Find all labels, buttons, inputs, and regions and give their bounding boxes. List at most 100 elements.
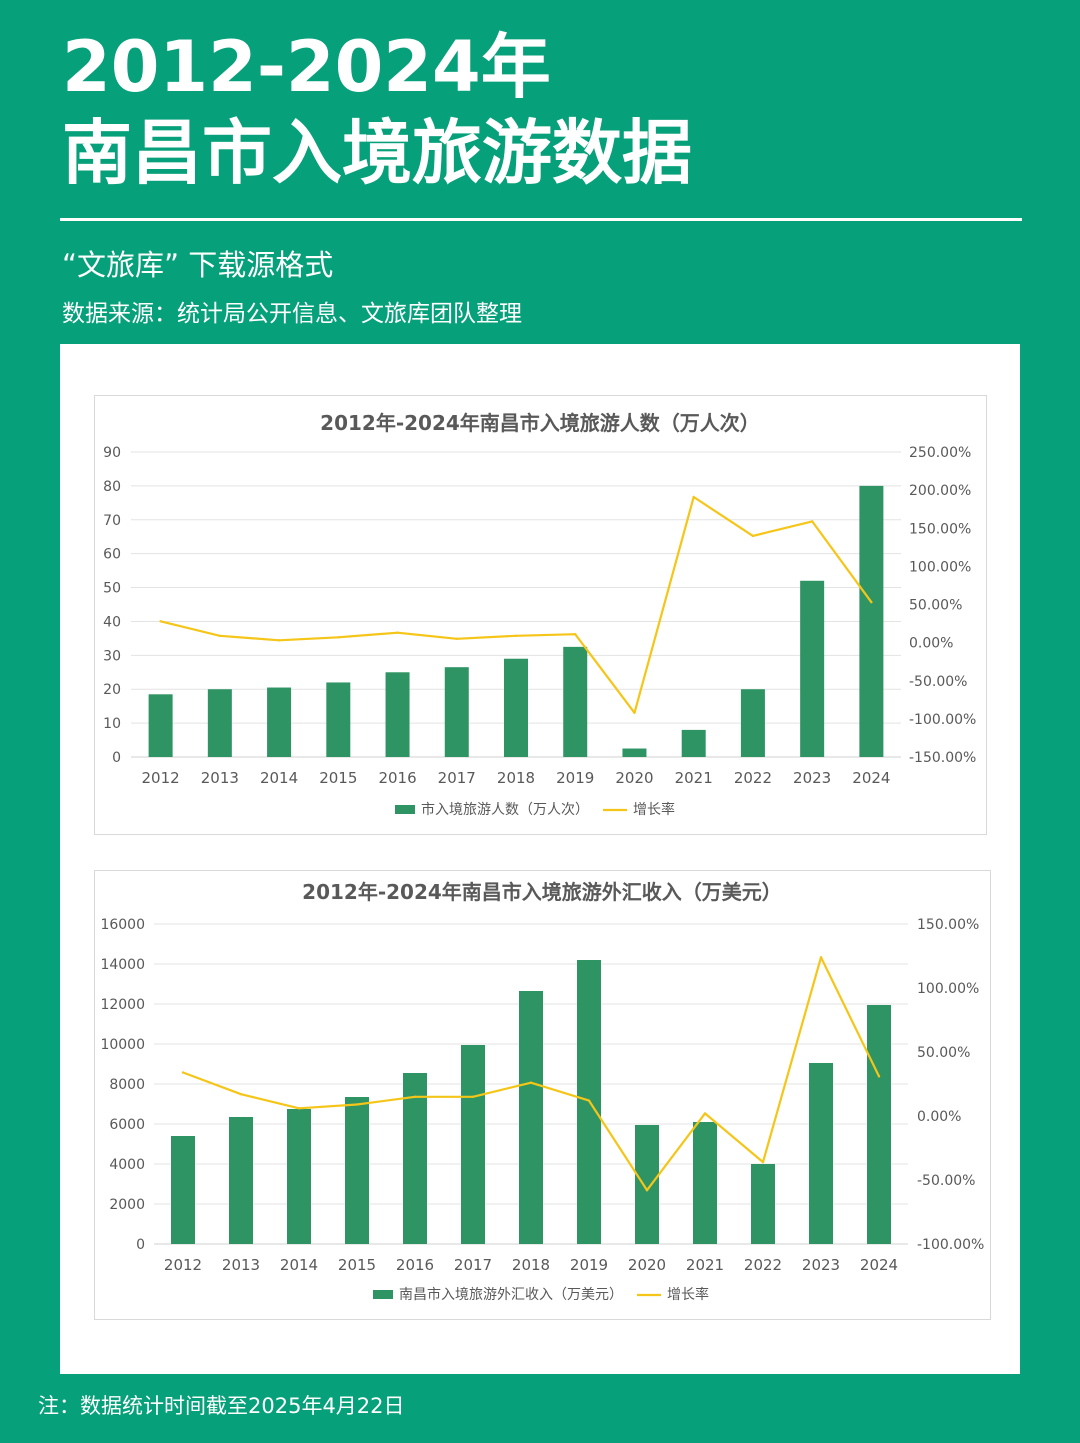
bar-2015 bbox=[345, 1097, 369, 1244]
data-source: 数据来源：统计局公开信息、文旅库团队整理 bbox=[62, 301, 522, 327]
x-tick-label: 2021 bbox=[675, 769, 713, 787]
bar-2019 bbox=[563, 646, 588, 757]
chart-panel: 2012年-2024年南昌市入境旅游人数（万人次） 0 10 20 30 40 50 60 70… bbox=[60, 344, 1020, 1374]
legend-bar-label: 市入境旅游人数（万人次） bbox=[421, 801, 589, 818]
bar-2014 bbox=[287, 1109, 311, 1244]
growth-rate-point-2015 bbox=[355, 1103, 359, 1106]
x-tick-label: 2023 bbox=[793, 769, 831, 787]
y-right-tick-label: -100.00% bbox=[909, 712, 976, 728]
x-tick-label: 2015 bbox=[338, 1256, 376, 1274]
revenue-chart-box: 2012年-2024年南昌市入境旅游外汇收入（万美元） 0 2000 4000 6000… bbox=[94, 870, 991, 1320]
x-tick-label: 2015 bbox=[319, 769, 357, 787]
x-tick-label: 2018 bbox=[512, 1256, 550, 1274]
y-right-tick-label: 150.00% bbox=[917, 917, 979, 933]
growth-rate-point-2020 bbox=[633, 711, 636, 714]
growth-rate-point-2023 bbox=[810, 520, 814, 523]
x-tick-label: 2021 bbox=[686, 1256, 724, 1274]
y-left-tick-label: 14000 bbox=[100, 957, 145, 973]
y-left-tick-label: 6000 bbox=[109, 1117, 145, 1133]
bar-2024 bbox=[867, 1005, 891, 1244]
bar-2022 bbox=[751, 1164, 775, 1244]
y-left-tick-label: 40 bbox=[103, 614, 121, 630]
x-tick-label: 2017 bbox=[438, 769, 476, 787]
growth-rate-point-2015 bbox=[337, 636, 340, 639]
growth-rate-point-2020 bbox=[645, 1189, 649, 1192]
page-title-line1: 2012-2024年 bbox=[62, 26, 551, 108]
x-tick-label: 2020 bbox=[628, 1256, 666, 1274]
bar-2020 bbox=[635, 1125, 659, 1244]
x-tick-label: 2024 bbox=[860, 1256, 898, 1274]
bar-2012 bbox=[171, 1136, 195, 1244]
x-tick-label: 2016 bbox=[378, 769, 416, 787]
y-left-tick-label: 0 bbox=[112, 750, 121, 766]
growth-rate-point-2019 bbox=[574, 633, 577, 636]
y-left-tick-label: 8000 bbox=[109, 1077, 145, 1093]
y-left-tick-label: 60 bbox=[103, 547, 121, 563]
bar-2024 bbox=[859, 485, 884, 757]
y-right-tick-label: 50.00% bbox=[909, 598, 962, 614]
x-tick-label: 2013 bbox=[222, 1256, 260, 1274]
x-tick-label: 2012 bbox=[142, 769, 180, 787]
x-tick-label: 2018 bbox=[497, 769, 535, 787]
growth-rate-point-2018 bbox=[529, 1081, 533, 1084]
x-tick-label: 2023 bbox=[802, 1256, 840, 1274]
growth-rate-point-2024 bbox=[877, 1075, 881, 1078]
bar-2023 bbox=[809, 1063, 833, 1244]
growth-rate-point-2016 bbox=[413, 1095, 417, 1098]
growth-rate-point-2022 bbox=[761, 1160, 765, 1164]
growth-rate-point-2021 bbox=[703, 1112, 707, 1115]
x-tick-label: 2024 bbox=[852, 769, 890, 787]
y-left-tick-label: 30 bbox=[103, 648, 121, 664]
chart-title: 2012年-2024年南昌市入境旅游外汇收入（万美元） bbox=[302, 880, 782, 904]
bar-2021 bbox=[681, 729, 706, 757]
y-left-tick-label: 10 bbox=[103, 716, 121, 732]
y-left-tick-label: 0 bbox=[136, 1237, 145, 1253]
y-left-tick-label: 4000 bbox=[109, 1157, 145, 1173]
y-left-tick-label: 12000 bbox=[100, 997, 145, 1013]
bar-2021 bbox=[693, 1122, 717, 1244]
legend-line-label: 增长率 bbox=[633, 801, 675, 818]
footer-note: 注：数据统计时间截至2025年4月22日 bbox=[38, 1394, 405, 1418]
y-right-tick-label: -50.00% bbox=[917, 1173, 975, 1189]
growth-rate-point-2019 bbox=[587, 1099, 591, 1102]
y-right-tick-label: 150.00% bbox=[909, 521, 971, 537]
bar-2014 bbox=[267, 687, 292, 757]
y-right-tick-label: 0.00% bbox=[917, 1109, 961, 1125]
y-right-tick-label: 200.00% bbox=[909, 483, 971, 499]
bar-2015 bbox=[326, 682, 351, 757]
growth-rate-point-2022 bbox=[751, 534, 755, 538]
x-tick-label: 2014 bbox=[260, 769, 298, 787]
y-left-tick-label: 10000 bbox=[100, 1037, 145, 1053]
y-left-tick-label: 16000 bbox=[100, 917, 145, 933]
growth-rate-point-2012 bbox=[159, 620, 162, 623]
growth-rate-point-2021 bbox=[692, 495, 695, 499]
y-left-tick-label: 70 bbox=[103, 513, 121, 529]
y-right-tick-label: 100.00% bbox=[909, 559, 971, 575]
x-tick-label: 2019 bbox=[556, 769, 594, 787]
bar-2012 bbox=[148, 694, 173, 757]
bar-2016 bbox=[385, 672, 410, 757]
growth-rate-point-2018 bbox=[514, 634, 518, 637]
y-right-tick-label: 100.00% bbox=[917, 981, 979, 997]
bar-2013 bbox=[207, 689, 232, 757]
y-right-tick-label: -50.00% bbox=[909, 674, 967, 690]
legend-bar-swatch bbox=[395, 805, 415, 814]
bar-2023 bbox=[800, 580, 825, 757]
growth-rate-point-2012 bbox=[181, 1071, 185, 1074]
y-right-tick-label: 0.00% bbox=[909, 636, 953, 652]
growth-rate-point-2024 bbox=[870, 601, 873, 604]
bar-2017 bbox=[461, 1045, 485, 1244]
chart-title: 2012年-2024年南昌市入境旅游人数（万人次） bbox=[320, 411, 760, 435]
growth-rate-point-2013 bbox=[218, 634, 222, 637]
legend-bar-swatch bbox=[373, 1290, 393, 1299]
bar-2018 bbox=[504, 658, 528, 757]
divider bbox=[60, 218, 1022, 221]
growth-rate-point-2013 bbox=[239, 1093, 243, 1096]
x-tick-label: 2017 bbox=[454, 1256, 492, 1274]
growth-rate-point-2014 bbox=[297, 1107, 301, 1110]
y-right-tick-label: 50.00% bbox=[917, 1045, 970, 1061]
x-tick-label: 2016 bbox=[396, 1256, 434, 1274]
x-tick-label: 2012 bbox=[164, 1256, 202, 1274]
y-left-tick-label: 50 bbox=[103, 581, 121, 597]
revenue-chart: 2012年-2024年南昌市入境旅游外汇收入（万美元） 0 2000 4000 6000… bbox=[100, 880, 984, 1303]
